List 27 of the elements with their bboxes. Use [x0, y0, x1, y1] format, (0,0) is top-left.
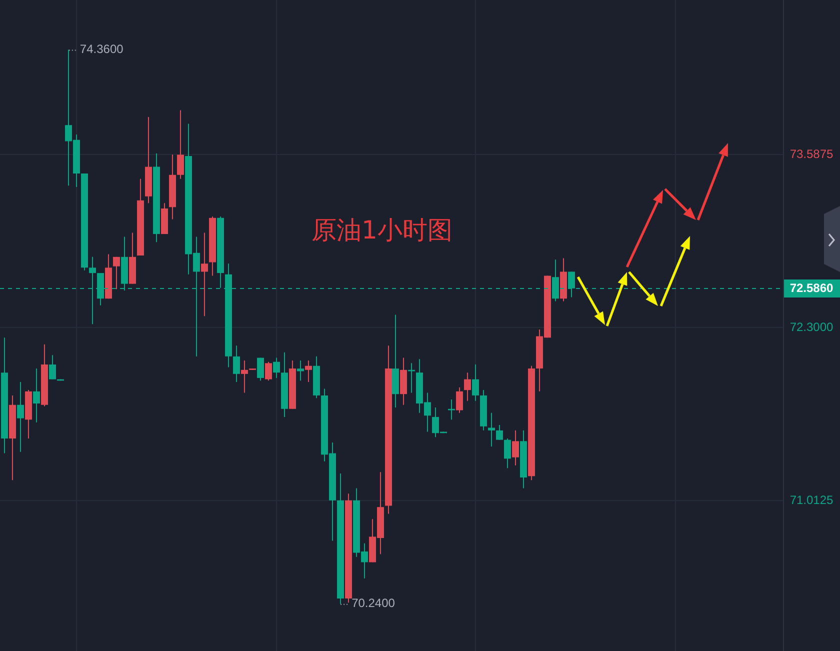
- candlestick: [504, 438, 511, 469]
- candlestick: [456, 386, 463, 414]
- candlestick: [201, 232, 208, 317]
- text: 原油1小时图: [312, 215, 452, 244]
- candlestick: [472, 364, 479, 402]
- y-tick-label: 72.3000: [790, 320, 834, 334]
- candlestick: [297, 360, 304, 382]
- candlestick: [233, 345, 240, 382]
- candlestick: [33, 368, 40, 423]
- annotation: 70.2400: [352, 596, 396, 610]
- candlestick: [49, 354, 56, 380]
- ref-line-label: 72.5860: [790, 280, 834, 295]
- candlestick: [488, 412, 495, 448]
- annotation: 74.3600: [80, 42, 124, 56]
- candlestick: [496, 424, 503, 440]
- candlestick: [265, 361, 272, 382]
- y-tick-label: 71.0125: [790, 492, 834, 507]
- candlestick: [257, 357, 264, 382]
- candlestick: [512, 430, 519, 466]
- candlestick: [305, 360, 312, 382]
- candlestick: [113, 256, 120, 290]
- candlestick: [241, 360, 248, 394]
- candlestick: [273, 357, 280, 378]
- candlestick: [17, 381, 24, 452]
- candlestick: [464, 372, 471, 402]
- candlestick: [177, 110, 184, 180]
- y-tick-label: 73.5875: [790, 146, 834, 161]
